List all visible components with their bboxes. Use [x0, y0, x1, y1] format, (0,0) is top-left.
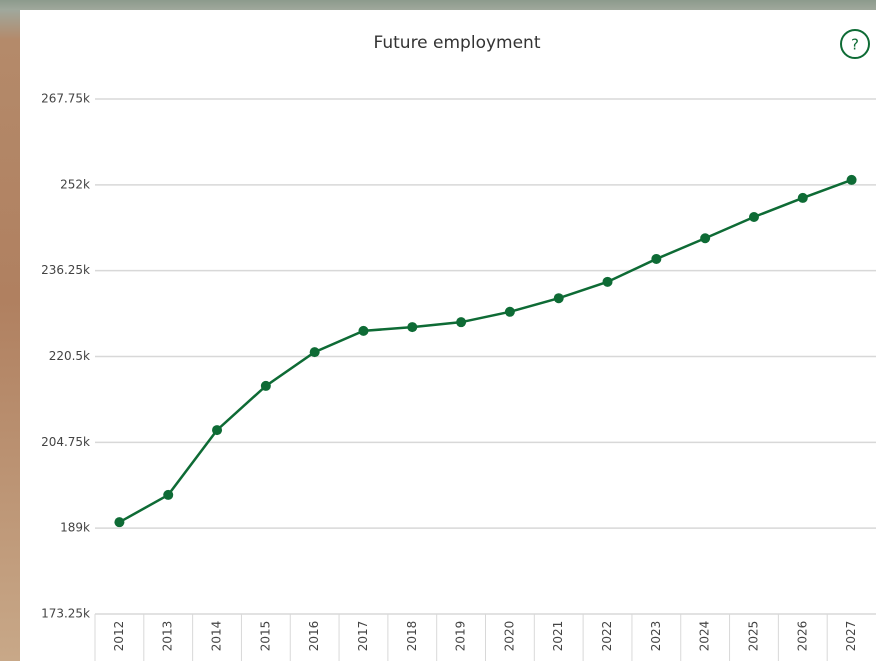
x-tick-label: 2021: [551, 621, 565, 652]
x-tick-label: 2013: [161, 621, 175, 652]
point: [309, 347, 320, 358]
help-button[interactable]: ?: [840, 29, 870, 59]
y-tick-label: 189k: [60, 521, 90, 535]
x-tick-label: 2018: [405, 621, 419, 652]
help-label[interactable]: ?: [851, 36, 859, 54]
x-tick-label: 2016: [307, 621, 321, 652]
point: [260, 380, 271, 391]
x-tick-label: 2017: [356, 621, 370, 652]
point: [553, 293, 564, 304]
x-tick-label: 2022: [600, 621, 614, 652]
x-tick-label: 2012: [112, 621, 126, 652]
point: [700, 233, 711, 244]
x-tick-label: 2015: [258, 621, 272, 652]
point: [212, 425, 223, 436]
x-tick-label: 2024: [698, 621, 712, 652]
y-tick-label: 204.75k: [41, 435, 90, 449]
y-tick-label: 267.75k: [41, 92, 90, 106]
point: [748, 211, 759, 222]
point: [602, 276, 613, 287]
point: [846, 174, 857, 185]
x-tick-label: 2019: [454, 621, 468, 652]
point: [456, 317, 467, 328]
point: [797, 192, 808, 203]
point: [651, 253, 662, 264]
point: [114, 517, 125, 528]
x-tick-label: 2026: [795, 621, 809, 652]
point: [407, 322, 418, 333]
panel: [20, 10, 876, 661]
y-tick-label: 220.5k: [49, 349, 90, 363]
x-tick-label: 2023: [649, 621, 663, 652]
x-tick-label: 2014: [210, 621, 224, 652]
x-tick-label: 2020: [502, 621, 516, 652]
y-tick-label: 173.25k: [41, 607, 90, 621]
help-circle[interactable]: [840, 29, 870, 59]
point: [163, 489, 174, 500]
chart-title: Future employment: [374, 33, 541, 53]
x-tick-label: 2025: [746, 621, 760, 652]
y-tick-label: 236.25k: [41, 263, 90, 277]
y-tick-label: 252k: [60, 177, 90, 191]
x-tick-label: 2027: [844, 621, 858, 652]
point: [358, 325, 369, 336]
line: [118, 178, 853, 524]
point: [504, 306, 515, 317]
